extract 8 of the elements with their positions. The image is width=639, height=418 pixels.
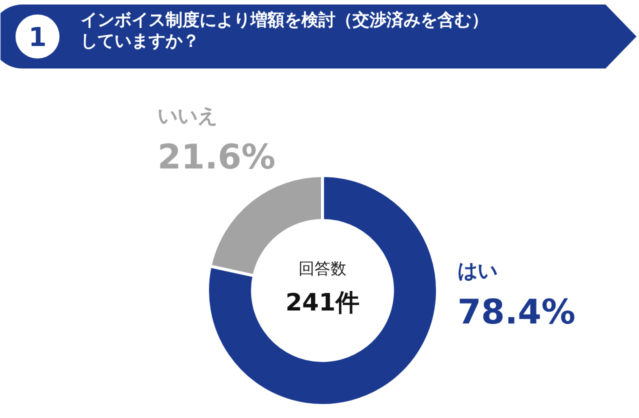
data-label: 78.4% <box>458 292 576 332</box>
data-label: 21.6% <box>158 138 276 178</box>
slice-label: いいえ <box>158 104 218 128</box>
text: 1 <box>28 23 47 53</box>
slice-label: はい <box>458 258 498 282</box>
chart-title: インボイス制度により増額を検討（交渉済みを含む）していますか？ <box>80 10 488 52</box>
text: 241件 <box>285 288 360 316</box>
text: 回答数 <box>298 259 346 278</box>
